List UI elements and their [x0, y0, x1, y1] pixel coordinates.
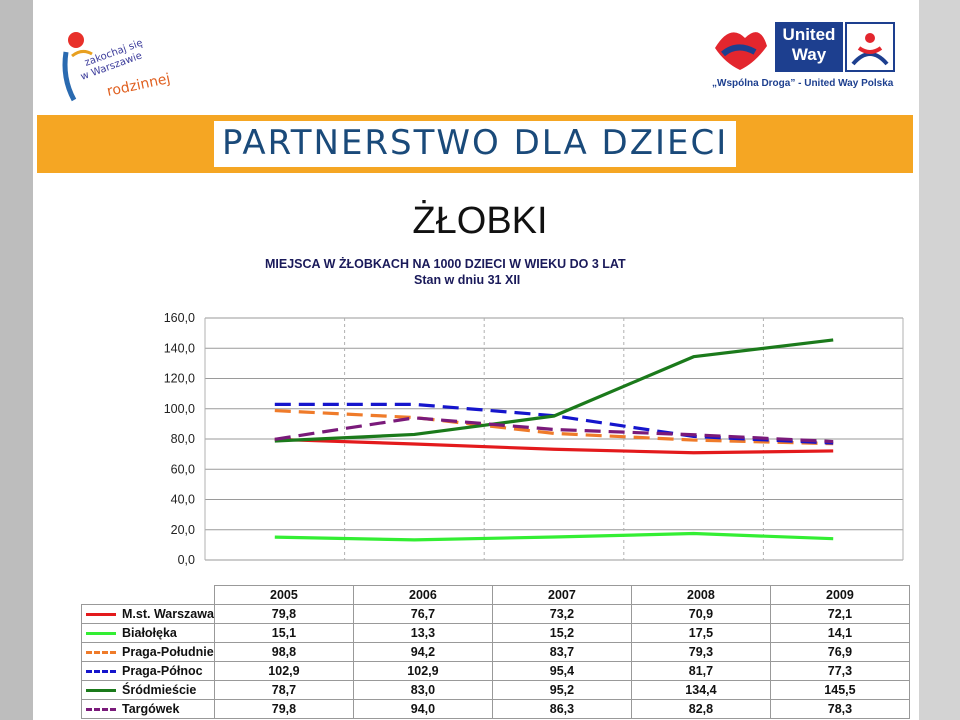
y-tick-label: 40,0	[171, 493, 195, 507]
banner-panel	[214, 121, 736, 167]
logo-heart-icon	[68, 32, 84, 48]
data-label: 77,3	[769, 661, 910, 681]
united-way-emblem	[845, 22, 895, 72]
data-label: 78,3	[769, 699, 910, 719]
x-tick-label: 2009	[769, 585, 910, 605]
chart-title: MIEJSCA W ŻŁOBKACH NA 1000 DZIECI W WIEK…	[265, 257, 626, 271]
data-label: 102,9	[352, 661, 493, 681]
side-strip	[919, 0, 960, 720]
data-label: 82,8	[630, 699, 771, 719]
legend-label: Targówek	[122, 702, 180, 716]
legend-swatch	[86, 708, 116, 712]
y-tick-label: 80,0	[171, 432, 195, 446]
data-label: 79,3	[630, 642, 771, 662]
data-label: 98,8	[213, 642, 354, 662]
hands-heart-icon	[715, 32, 767, 70]
data-label: 134,4	[630, 680, 771, 700]
legend-swatch	[86, 613, 116, 617]
legend-swatch	[86, 689, 116, 693]
legend-entry: Białołęka	[81, 623, 215, 643]
legend-label: Śródmieście	[122, 683, 197, 697]
legend-swatch	[86, 651, 116, 655]
x-tick-label: 2007	[491, 585, 632, 605]
series-line-2	[274, 531, 834, 542]
united-way-hands-logo	[715, 32, 767, 70]
data-label: 14,1	[769, 623, 910, 643]
legend-label: Białołęka	[122, 626, 177, 640]
data-label: 102,9	[213, 661, 354, 681]
table-row: Białołęka 15,1 13,3 15,2 17,5 14,1	[81, 623, 910, 643]
slide-title: ŻŁOBKI	[412, 200, 548, 242]
y-tick-label: 60,0	[171, 462, 195, 476]
data-label: 79,8	[213, 604, 354, 624]
legend-entry: Targówek	[81, 699, 215, 719]
legend-label: Praga-Północ	[122, 664, 203, 678]
data-label: 17,5	[630, 623, 771, 643]
table-header-row: 2005 2006 2007 2008 2009	[82, 585, 910, 605]
y-tick-label: 100,0	[164, 402, 195, 416]
data-label: 81,7	[630, 661, 771, 681]
series-line-3	[274, 408, 834, 446]
y-tick-label: 140,0	[164, 341, 195, 355]
y-tick-label: 20,0	[171, 523, 195, 537]
data-table: 2005 2006 2007 2008 2009 M.st. Warszawa 79,8 76…	[81, 585, 910, 719]
y-tick-label: 160,0	[164, 311, 195, 325]
data-label: 15,1	[213, 623, 354, 643]
data-label: 86,3	[491, 699, 632, 719]
united-way-wordmark: United Way	[775, 22, 843, 72]
table-row: M.st. Warszawa 79,8 76,7 73,2 70,9 72,1	[81, 604, 910, 624]
legend-entry: Praga-Północ	[81, 661, 215, 681]
table-row: Praga-Północ 102,9 102,9 95,4 81,7 77,3	[81, 661, 910, 681]
data-label: 83,7	[491, 642, 632, 662]
data-label: 70,9	[630, 604, 771, 624]
table-corner	[82, 586, 215, 605]
data-label: 95,4	[491, 661, 632, 681]
legend-label: M.st. Warszawa	[122, 607, 214, 621]
data-label: 145,5	[769, 680, 910, 700]
banner-title: PARTNERSTWO DLA DZIECI	[222, 123, 729, 163]
data-label: 13,3	[352, 623, 493, 643]
data-label: 83,0	[352, 680, 493, 700]
data-label: 79,8	[213, 699, 354, 719]
table-row: Targówek 79,8 94,0 86,3 82,8 78,3	[81, 699, 910, 719]
data-label: 94,2	[352, 642, 493, 662]
y-tick-label: 120,0	[164, 372, 195, 386]
table-row: Praga-Południe 98,8 94,2 83,7 79,3 76,9	[81, 642, 910, 662]
legend-entry: Śródmieście	[81, 680, 215, 700]
data-label: 76,9	[769, 642, 910, 662]
united-way-tagline: „Wspólna Droga” - United Way Polska	[712, 78, 894, 89]
legend-swatch	[86, 632, 116, 636]
united-way-person-icon	[851, 33, 889, 66]
data-label: 95,2	[491, 680, 632, 700]
data-label: 78,7	[213, 680, 354, 700]
data-label: 72,1	[769, 604, 910, 624]
data-label: 15,2	[491, 623, 632, 643]
legend-entry: Praga-Południe	[81, 642, 215, 662]
table-row: Śródmieście 78,7 83,0 95,2 134,4 145,5	[81, 680, 910, 700]
series-line-1	[274, 437, 834, 455]
x-tick-label: 2006	[352, 585, 493, 605]
y-tick-label: 0,0	[178, 553, 195, 567]
legend-swatch	[86, 670, 116, 674]
x-tick-label: 2005	[213, 585, 354, 605]
legend-label: Praga-Południe	[122, 645, 214, 659]
data-label: 94,0	[352, 699, 493, 719]
data-label: 73,2	[491, 604, 632, 624]
chart-subtitle: Stan w dniu 31 XII	[414, 273, 521, 287]
legend-entry: M.st. Warszawa	[81, 604, 215, 624]
series-line-6	[274, 416, 834, 444]
warsaw-family-logo: zakochaj się w Warszawie rodzinnej	[62, 32, 172, 102]
x-tick-label: 2008	[630, 585, 771, 605]
data-label: 76,7	[352, 604, 493, 624]
